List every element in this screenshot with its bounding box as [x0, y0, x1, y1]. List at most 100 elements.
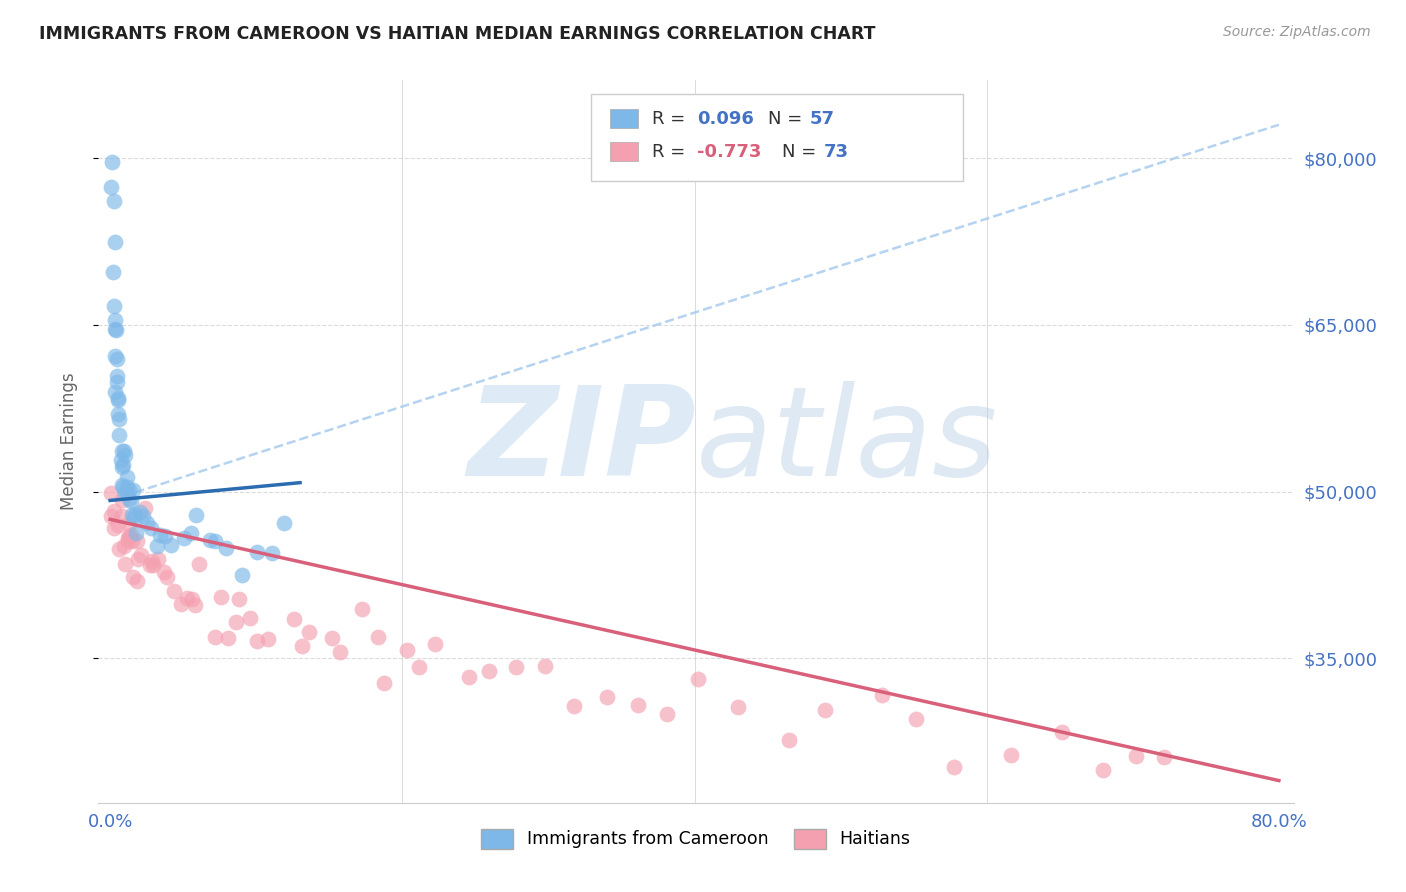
- Point: [814, 703, 837, 717]
- Point: [107, 392, 129, 406]
- Text: 73: 73: [824, 143, 849, 161]
- Text: IMMIGRANTS FROM CAMEROON VS HAITIAN MEDIAN EARNINGS CORRELATION CHART: IMMIGRANTS FROM CAMEROON VS HAITIAN MEDI…: [39, 25, 876, 43]
- Point: [115, 480, 138, 494]
- Point: [1153, 749, 1175, 764]
- Point: [273, 516, 295, 531]
- Point: [408, 660, 430, 674]
- Point: [107, 393, 129, 408]
- Point: [291, 639, 314, 653]
- Point: [246, 633, 269, 648]
- Point: [104, 235, 127, 250]
- Point: [114, 448, 136, 462]
- Point: [283, 612, 305, 626]
- Point: [122, 483, 145, 497]
- Point: [905, 712, 928, 726]
- Point: [153, 529, 176, 543]
- Point: [423, 637, 446, 651]
- Point: [103, 194, 125, 208]
- Point: [655, 706, 678, 721]
- Point: [239, 611, 262, 625]
- Point: [107, 407, 129, 421]
- Text: atlas: atlas: [696, 381, 998, 502]
- Point: [870, 688, 893, 702]
- Point: [204, 534, 226, 549]
- Point: [110, 444, 132, 458]
- Text: 0.096: 0.096: [697, 110, 754, 128]
- Point: [127, 533, 149, 548]
- Point: [458, 670, 481, 684]
- Point: [188, 557, 211, 571]
- Point: [727, 700, 749, 714]
- Point: [124, 507, 146, 521]
- Point: [117, 532, 139, 546]
- Point: [350, 602, 373, 616]
- Point: [942, 760, 965, 774]
- Point: [117, 470, 139, 484]
- Point: [128, 505, 150, 519]
- Point: [217, 632, 239, 646]
- Point: [228, 592, 250, 607]
- Point: [114, 485, 136, 500]
- Y-axis label: Median Earnings: Median Earnings: [59, 373, 77, 510]
- Point: [688, 672, 710, 686]
- Point: [256, 632, 278, 646]
- Text: ZIP: ZIP: [467, 381, 696, 502]
- Text: N =: N =: [768, 110, 807, 128]
- Point: [184, 508, 207, 523]
- Point: [231, 568, 253, 582]
- Point: [120, 527, 142, 541]
- Point: [105, 352, 128, 367]
- Point: [152, 565, 174, 579]
- Point: [141, 554, 163, 568]
- Point: [373, 676, 395, 690]
- Point: [176, 591, 198, 605]
- Point: [142, 558, 165, 572]
- Text: N =: N =: [782, 143, 821, 161]
- Point: [121, 508, 143, 523]
- Point: [101, 155, 124, 169]
- Point: [329, 645, 352, 659]
- Point: [108, 412, 131, 426]
- Point: [595, 690, 617, 705]
- Point: [112, 539, 135, 553]
- Point: [148, 528, 170, 542]
- Point: [111, 477, 134, 491]
- Point: [122, 570, 145, 584]
- Point: [533, 659, 555, 673]
- Text: -0.773: -0.773: [697, 143, 762, 161]
- Point: [198, 533, 221, 548]
- Point: [160, 537, 183, 551]
- Point: [110, 452, 132, 467]
- Point: [107, 541, 129, 556]
- Point: [121, 534, 143, 549]
- Point: [112, 444, 135, 458]
- Point: [118, 516, 141, 531]
- Point: [139, 521, 162, 535]
- Point: [118, 483, 141, 498]
- Point: [170, 598, 193, 612]
- Point: [104, 385, 127, 400]
- Point: [163, 584, 186, 599]
- Point: [115, 486, 138, 500]
- Point: [103, 299, 125, 313]
- Point: [122, 509, 145, 524]
- Point: [138, 558, 160, 573]
- Point: [321, 631, 343, 645]
- Point: [134, 501, 156, 516]
- Point: [1000, 748, 1022, 763]
- Point: [105, 368, 128, 383]
- Point: [1091, 763, 1114, 777]
- Point: [156, 570, 179, 584]
- Point: [562, 699, 585, 714]
- Point: [101, 265, 124, 279]
- Point: [209, 590, 232, 604]
- Point: [225, 615, 247, 629]
- Point: [110, 459, 132, 474]
- Point: [114, 557, 136, 571]
- Point: [146, 552, 169, 566]
- Point: [100, 508, 122, 523]
- Point: [298, 625, 321, 640]
- Point: [184, 599, 207, 613]
- Point: [1125, 749, 1147, 764]
- Text: R =: R =: [652, 143, 692, 161]
